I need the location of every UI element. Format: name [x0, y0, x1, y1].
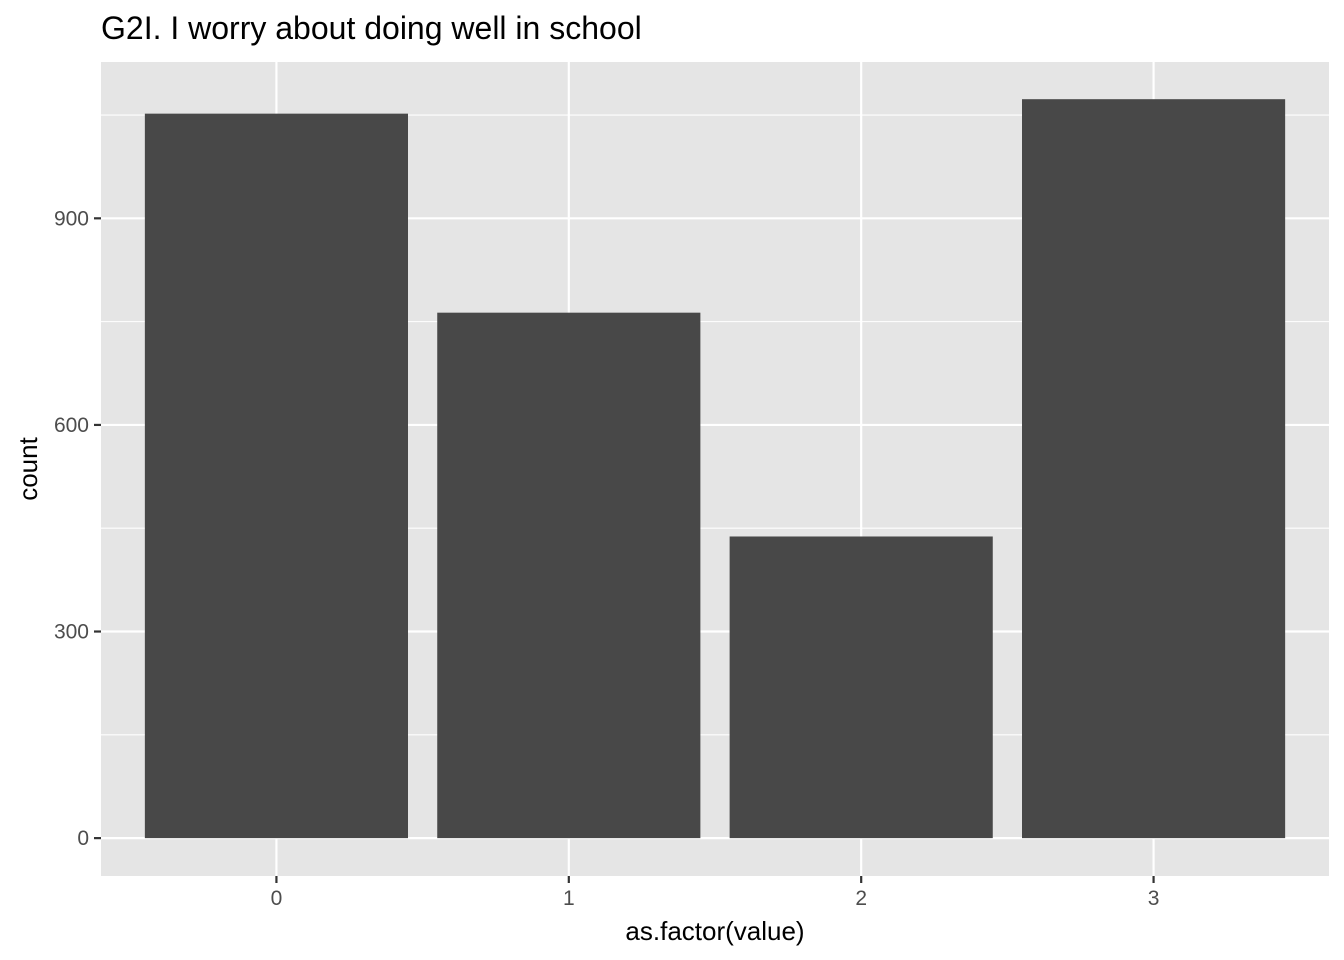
- bar-2: [729, 536, 993, 839]
- x-tick-label: 1: [563, 887, 575, 910]
- bar-1: [437, 312, 701, 839]
- x-tick-label: 0: [271, 887, 283, 910]
- x-tick-label: 3: [1148, 887, 1160, 910]
- x-axis: 0 1 2 3: [271, 876, 1160, 910]
- y-tick-label: 900: [54, 207, 89, 230]
- x-tick-label: 2: [855, 887, 867, 910]
- bar-3: [1022, 99, 1286, 839]
- y-tick-label: 600: [54, 414, 89, 437]
- y-tick-label: 0: [77, 827, 89, 850]
- bar-0: [144, 113, 408, 839]
- x-axis-title: as.factor(value): [625, 916, 804, 946]
- y-tick-label: 300: [54, 621, 89, 644]
- chart-title: G2I. I worry about doing well in school: [101, 10, 642, 46]
- y-axis: 0 300 600 900: [54, 207, 101, 850]
- y-axis-title: count: [13, 436, 43, 500]
- bars: [144, 99, 1286, 839]
